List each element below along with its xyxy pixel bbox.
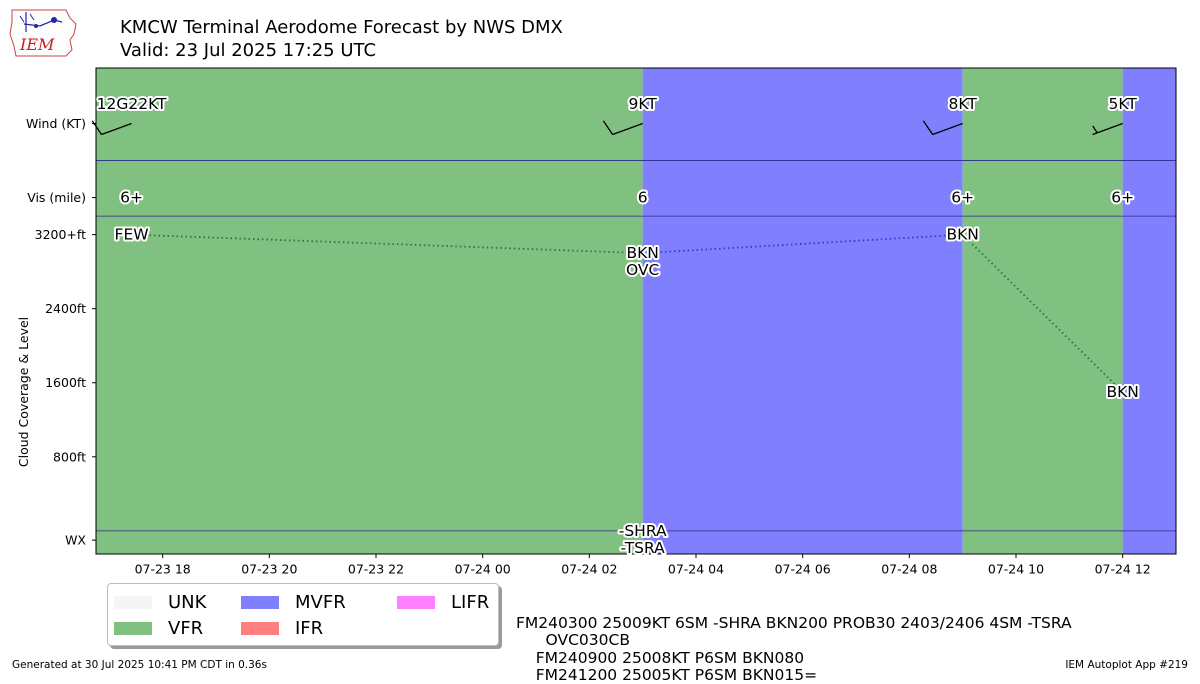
legend-item-mvfr: MVFR bbox=[241, 592, 346, 613]
legend-item-lifr: LIFR bbox=[397, 592, 489, 613]
cloud-label: BKN bbox=[946, 226, 978, 244]
logo: IEM bbox=[8, 6, 80, 58]
taf-text: FM240300 25009KT 6SM -SHRA BKN200 PROB30… bbox=[516, 598, 1072, 684]
wind-barb bbox=[602, 120, 643, 136]
row-separators bbox=[96, 160, 1176, 532]
y-tick-label: 3200+ft bbox=[35, 227, 86, 242]
x-tick-label: 07-24 00 bbox=[455, 562, 511, 577]
legend-label: IFR bbox=[295, 618, 324, 639]
plot-frame bbox=[95, 67, 1177, 555]
category-band-vfr bbox=[96, 68, 643, 554]
visibility-label: 6 bbox=[638, 189, 648, 207]
wind-barb bbox=[1092, 122, 1123, 136]
logo-text: IEM bbox=[19, 35, 55, 54]
x-tick-label: 07-23 18 bbox=[135, 562, 191, 577]
x-tick-label: 07-24 06 bbox=[775, 562, 831, 577]
iowa-state-icon: IEM bbox=[9, 9, 77, 57]
category-bands bbox=[96, 68, 1176, 554]
cloud-label: BKN bbox=[626, 244, 658, 262]
x-tick-label: 07-24 08 bbox=[881, 562, 937, 577]
legend-item-unk: UNK bbox=[114, 592, 206, 613]
x-tick-label: 07-24 10 bbox=[988, 562, 1044, 577]
legend-label: LIFR bbox=[451, 592, 490, 613]
chart-title: KMCW Terminal Aerodome Forecast by NWS D… bbox=[120, 17, 563, 38]
app-id: IEM Autoplot App #219 bbox=[1065, 659, 1188, 671]
cloud-label: OVC bbox=[626, 261, 659, 279]
y-tick-label: Vis (mile) bbox=[27, 190, 86, 205]
wind-barb-path bbox=[922, 120, 963, 136]
category-band-vfr bbox=[962, 68, 1123, 554]
cloud-label: FEW bbox=[115, 226, 149, 244]
x-tick-label: 07-23 20 bbox=[241, 562, 297, 577]
legend-item-vfr: VFR bbox=[114, 618, 203, 639]
weather-label: -SHRA bbox=[619, 522, 667, 540]
legend-label: MVFR bbox=[295, 592, 346, 613]
category-band-mvfr bbox=[1122, 68, 1176, 554]
legend-label: UNK bbox=[168, 592, 207, 613]
cloud-label: BKN bbox=[1106, 383, 1138, 401]
y-tick-label: 2400ft bbox=[45, 301, 86, 316]
x-tick-label: 07-24 02 bbox=[561, 562, 617, 577]
weather-label: -TSRA bbox=[621, 539, 666, 557]
axes: 07-23 18 07-23 20 07-23 22 07-24 00 07-24 02… bbox=[26, 116, 1151, 576]
visibility-label: 6+ bbox=[951, 189, 974, 207]
wind-barb-path bbox=[1092, 122, 1123, 136]
legend: UNK VFR MVFR IFR LIFR bbox=[107, 583, 499, 646]
wind-speed-label: 8KT bbox=[949, 95, 978, 113]
generated-note: Generated at 30 Jul 2025 10:41 PM CDT in… bbox=[12, 659, 267, 671]
y-tick-label: Wind (KT) bbox=[26, 116, 86, 131]
chart-valid-time: Valid: 23 Jul 2025 17:25 UTC bbox=[120, 40, 377, 61]
legend-swatch bbox=[114, 596, 152, 609]
y-tick-label: 800ft bbox=[53, 449, 86, 464]
category-band-mvfr bbox=[642, 68, 963, 554]
cloud-level-segment bbox=[962, 233, 1124, 393]
visibility-label: 6+ bbox=[120, 189, 143, 207]
y-tick-label: 1600ft bbox=[45, 375, 86, 390]
legend-swatch bbox=[241, 622, 279, 635]
wind-barb-path bbox=[602, 120, 643, 136]
wind-speed-label: 5KT bbox=[1109, 95, 1138, 113]
x-tick-label: 07-23 22 bbox=[348, 562, 404, 577]
legend-swatch bbox=[114, 622, 152, 635]
wind-barb bbox=[922, 120, 963, 136]
wind-speed-label: 9KT bbox=[629, 95, 658, 113]
x-tick-label: 07-24 04 bbox=[668, 562, 724, 577]
cloud-level-lines bbox=[131, 233, 1124, 393]
legend-swatch bbox=[241, 596, 279, 609]
x-tick-label: 07-24 12 bbox=[1095, 562, 1151, 577]
legend-swatch bbox=[397, 596, 435, 609]
taf-line: FM240300 25009KT 6SM -SHRA BKN200 PROB30… bbox=[516, 614, 1072, 633]
y-axis-label: Cloud Coverage & Level bbox=[16, 317, 31, 467]
taf-line: FM240900 25008KT P6SM BKN080 bbox=[516, 648, 805, 667]
visibility-label: 6+ bbox=[1111, 189, 1134, 207]
wind-speed-label: 12G22KT bbox=[97, 95, 167, 113]
y-tick-label: WX bbox=[65, 533, 86, 548]
taf-line: OVC030CB bbox=[516, 631, 630, 650]
legend-label: VFR bbox=[168, 618, 204, 639]
legend-item-ifr: IFR bbox=[241, 618, 323, 639]
